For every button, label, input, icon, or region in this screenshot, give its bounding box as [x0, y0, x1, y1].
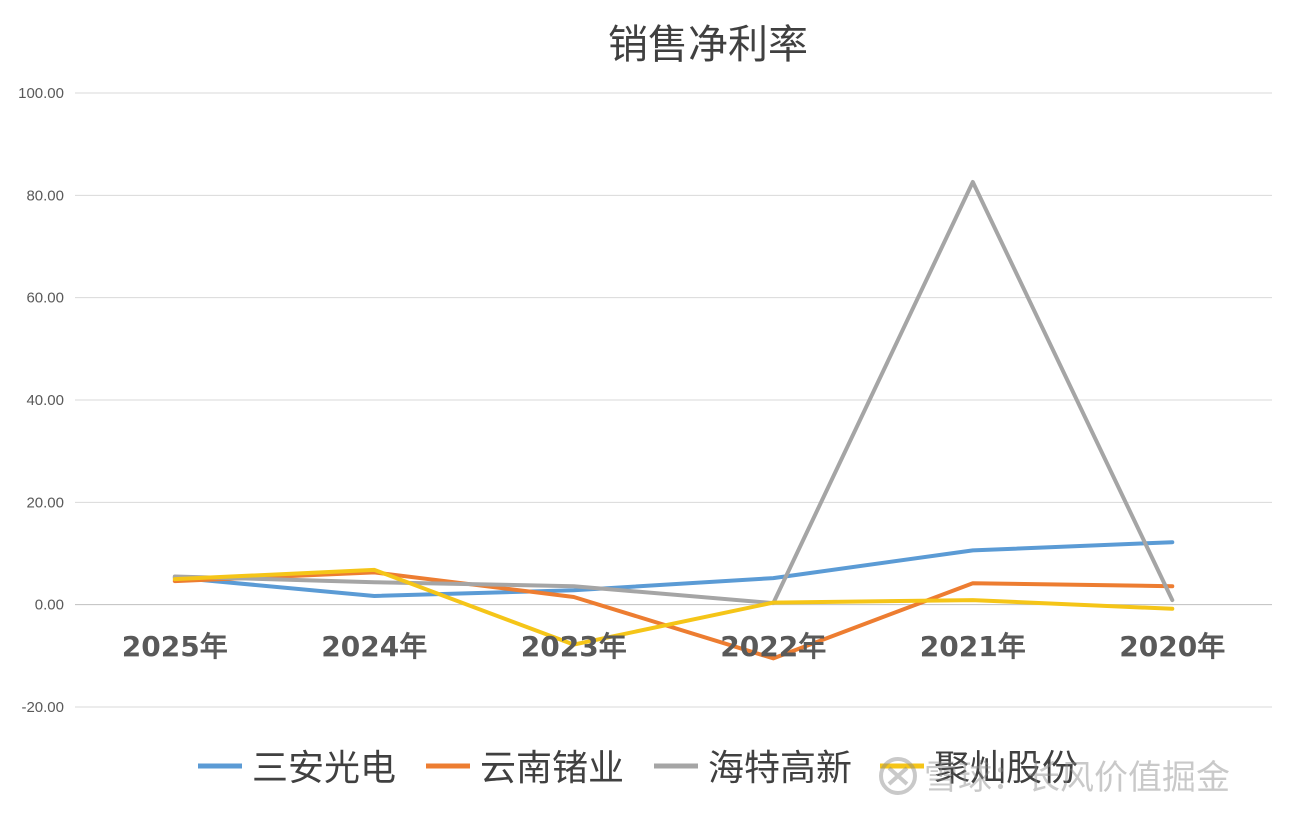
x-tick-label: 2022年	[720, 630, 826, 663]
x-tick-label: 2025年	[122, 630, 228, 663]
legend: 三安光电 云南锗业 海特高新 聚灿股份	[198, 748, 1078, 789]
grid-layer	[75, 92, 1272, 708]
y-tick-label: 60.00	[26, 290, 64, 307]
x-tick-label: 2021年	[920, 630, 1026, 663]
legend-entry-label: 云南锗业	[480, 748, 624, 789]
snowball-logo-icon	[879, 757, 917, 795]
watermark-text: 雪球：长风价值掘金	[924, 758, 1230, 798]
series-line-0	[172, 540, 1175, 598]
y-tick-label: 80.00	[26, 187, 64, 204]
legend-entry-label: 聚灿股份	[934, 748, 1078, 789]
y-tick-label: 100.00	[18, 85, 64, 102]
legend-entry-label: 海特高新	[708, 748, 852, 789]
y-tick-label: 0.00	[35, 597, 64, 614]
y-tick-label: 40.00	[26, 392, 64, 409]
y-tick-label: -20.00	[21, 699, 64, 716]
series-layer	[172, 180, 1175, 661]
series-line-1	[172, 570, 1175, 661]
watermark: 雪球：长风价值掘金	[879, 757, 1230, 798]
y-tick-label: 20.00	[26, 494, 64, 511]
legend-entry-label: 三安光电	[252, 748, 396, 789]
series-line-2	[172, 180, 1175, 606]
x-tick-label: 2020年	[1119, 630, 1225, 663]
y-axis-ticks: 100.00 80.00 60.00 40.00 20.00 0.00 -20.00	[18, 85, 64, 716]
x-tick-label: 2024年	[321, 630, 427, 663]
x-tick-label: 2023年	[521, 630, 627, 663]
x-axis-ticks: 2025年 2024年 2023年 2022年 2021年 2020年	[122, 630, 1225, 663]
series-line-3	[172, 567, 1175, 647]
chart-title: 销售净利率	[608, 22, 808, 68]
